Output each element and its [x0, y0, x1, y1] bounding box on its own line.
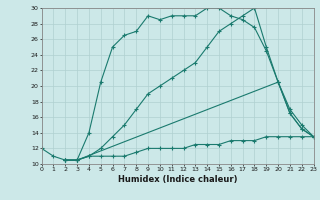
X-axis label: Humidex (Indice chaleur): Humidex (Indice chaleur)	[118, 175, 237, 184]
